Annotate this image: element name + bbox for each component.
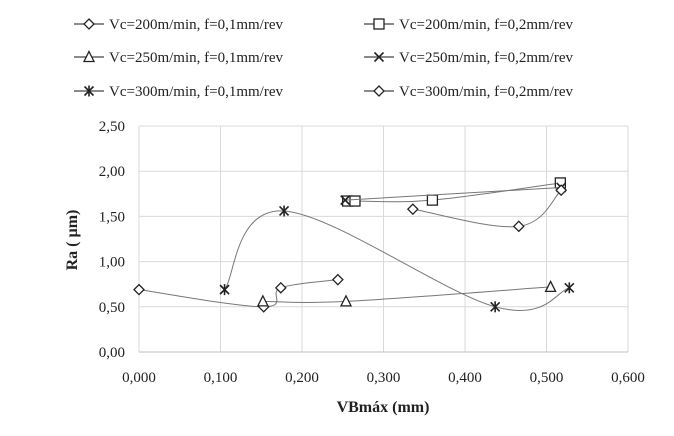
legend-marker [373, 18, 385, 30]
x-tick-label: 0,600 [611, 370, 645, 386]
x-tick-label: 0,400 [448, 370, 482, 386]
legend-label: Vc=300m/min, f=0,1mm/rev [109, 84, 283, 100]
x-tick-label: 0,100 [204, 370, 238, 386]
y-tick-label: 1,50 [99, 209, 125, 225]
legend-label: Vc=200m/min, f=0,2mm/rev [399, 17, 573, 33]
y-tick-label: 0,50 [99, 300, 125, 316]
legend-label: Vc=300m/min, f=0,2mm/rev [399, 84, 573, 100]
x-tick-label: 0,300 [367, 370, 401, 386]
data-point [274, 281, 287, 294]
legend-marker [83, 85, 95, 97]
axes: 0,000 0,100 0,200 0,300 0,400 0,500 0,600 0,00 0… [99, 119, 645, 386]
data-point [256, 294, 269, 307]
data-point [490, 301, 501, 313]
data-point [426, 194, 439, 206]
data-point [349, 195, 361, 207]
x-tick-label: 0,000 [122, 370, 156, 386]
y-tick-label: 0,00 [99, 345, 125, 361]
y-tick-label: 2,00 [99, 164, 125, 180]
data-point [512, 220, 525, 233]
data-point [555, 184, 568, 197]
legend-marker [83, 18, 95, 30]
series-line [224, 210, 570, 311]
data-point [339, 294, 353, 307]
legend-marker [373, 51, 385, 63]
series-line [345, 182, 561, 203]
legend-label: Vc=250m/min, f=0,2mm/rev [399, 50, 573, 66]
legend-marker [82, 50, 96, 63]
legend-item: Vc=200m/min, f=0,1mm/rev [74, 17, 283, 33]
y-tick-label: 2,50 [99, 119, 125, 135]
legend-item: Vc=250m/min, f=0,2mm/rev [364, 50, 573, 66]
series-line [262, 286, 551, 304]
series-line [138, 279, 338, 308]
data-point [544, 279, 557, 293]
legend-item: Vc=200m/min, f=0,2mm/rev [364, 17, 573, 33]
data-point [406, 203, 419, 216]
legend-label: Vc=200m/min, f=0,1mm/rev [109, 17, 283, 33]
data-point [279, 205, 290, 217]
x-axis-title: VBmáx (mm) [337, 399, 430, 416]
data-point [133, 283, 145, 296]
gridlines [138, 125, 629, 353]
legend-item: Vc=300m/min, f=0,1mm/rev [74, 84, 283, 100]
legend-marker [373, 85, 385, 97]
legend-label: Vc=250m/min, f=0,1mm/rev [109, 50, 283, 66]
data-point [564, 282, 575, 294]
legend-item: Vc=300m/min, f=0,2mm/rev [364, 84, 573, 100]
data-point [219, 284, 230, 296]
data-point [331, 273, 344, 286]
legend: Vc=200m/min, f=0,1mm/rev Vc=200m/min, f=0… [74, 17, 573, 100]
x-tick-label: 0,200 [285, 370, 319, 386]
x-tick-label: 0,500 [530, 370, 564, 386]
series-line [345, 186, 562, 201]
y-tick-label: 1,00 [99, 255, 125, 271]
y-axis-title: Ra ( µm) [64, 210, 81, 271]
plot-area [133, 177, 575, 313]
data-point [340, 195, 351, 206]
legend-item: Vc=250m/min, f=0,1mm/rev [74, 50, 283, 66]
